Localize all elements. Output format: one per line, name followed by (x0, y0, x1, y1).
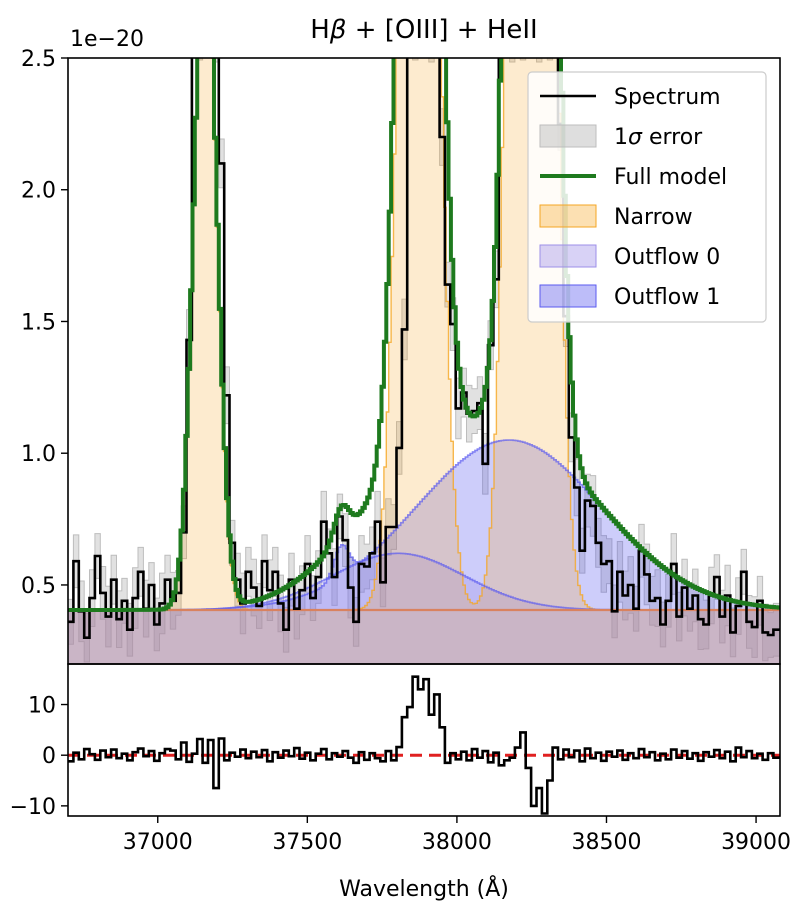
y-scale-label: 1e−20 (70, 27, 144, 52)
x-tick-label: 38500 (571, 830, 641, 855)
legend-label: Outflow 0 (614, 245, 720, 270)
legend-swatch-patch (539, 204, 597, 228)
legend-label: Narrow (614, 205, 693, 230)
main-y-tick-label: 1.0 (21, 442, 56, 467)
outflow1-fill (68, 440, 780, 664)
main-y-ticks: 0.5 1.0 1.5 2.0 2.5 (21, 47, 68, 599)
spectrum-line (68, 58, 780, 639)
legend-label: 1σ error (614, 125, 703, 150)
main-model-lines (68, 58, 780, 639)
x-tick-label: 37000 (123, 830, 193, 855)
main-y-tick-label: 1.5 (21, 310, 56, 335)
residual-axes-frame (67, 663, 781, 817)
residual-y-tick-label: 10 (28, 694, 56, 719)
main-y-tick-label: 2.5 (21, 47, 56, 72)
x-tick-label: 39000 (721, 830, 791, 855)
full-model-line (68, 58, 780, 612)
legend-label: Outflow 1 (614, 285, 720, 310)
legend-swatch-patch (539, 244, 597, 268)
residual-series (68, 675, 780, 815)
residual-y-tick-label: −10 (10, 795, 56, 820)
legend-label: Spectrum (614, 85, 721, 110)
main-y-tick-label: 0.5 (21, 574, 56, 599)
legend-label: Full model (614, 165, 727, 190)
residual-ticks: 10 0 −10 37000 37500 38000 38500 39000 (10, 694, 792, 855)
legend-swatch-patch (539, 124, 597, 148)
x-axis-label: Wavelength (Å) (339, 875, 509, 902)
x-tick-label: 38000 (422, 830, 492, 855)
residual-line (68, 675, 780, 815)
legend: Spectrum 1σ error Full model Narrow Outflow … (527, 71, 767, 323)
residual-y-tick-label: 0 (42, 744, 56, 769)
x-tick-label: 37500 (272, 830, 342, 855)
legend-swatch-patch (539, 284, 597, 308)
narrow-fill (68, 58, 780, 664)
figure-title: Hβ + [OIII] + HeII (310, 15, 537, 45)
outflow0-fill (68, 553, 780, 664)
main-y-tick-label: 2.0 (21, 179, 56, 204)
